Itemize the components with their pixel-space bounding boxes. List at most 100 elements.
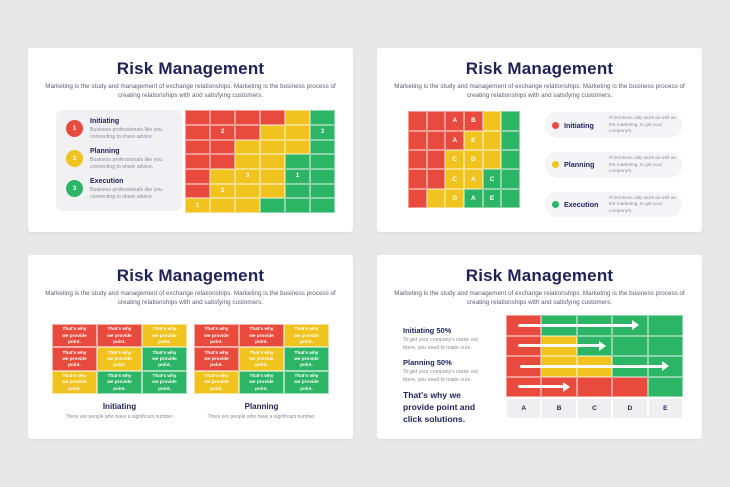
- matrix-cell-red: [426, 111, 446, 131]
- matrix-cell-yellow: That's why we provide point.: [194, 370, 239, 395]
- stat-label-planning: Planning 50%: [403, 358, 452, 368]
- slide-subtitle: Marketing is the study and management of…: [45, 289, 336, 307]
- grid-group-initiating: That's why we provide point. That's why w…: [52, 324, 187, 420]
- legend-item-initiating: 1 Initiating Business professionals like y…: [66, 118, 176, 141]
- matrix-cell-green: [501, 130, 521, 150]
- matrix-cell-yellow: [235, 154, 260, 169]
- matrix-cell-red: [210, 139, 235, 155]
- stat-desc: To get your company's name out there, yo…: [403, 369, 478, 383]
- matrix-cell-yellow: That's why we provide point.: [284, 324, 329, 348]
- slide-subtitle: Marketing is the study and management of…: [45, 82, 336, 100]
- legend-dot: [552, 121, 559, 129]
- legend-dot: [552, 161, 559, 169]
- stat-desc: To get your company's name out there, yo…: [403, 337, 478, 351]
- matrix-cell-red: [408, 111, 427, 131]
- matrix-cell-yellow: [235, 183, 260, 199]
- stats-column: Initiating 50% To get your company's nam…: [403, 315, 493, 425]
- matrix-cell-green: [310, 198, 335, 213]
- legend-pills: Initiating Promotions only work as well a…: [545, 112, 682, 218]
- matrix-cell-red: That's why we provide point.: [52, 324, 97, 348]
- matrix-cell-yellow: 2: [210, 183, 235, 199]
- slide-title: Risk Management: [465, 266, 614, 285]
- matrix-cell-red: A: [445, 111, 465, 131]
- matrix-cell-yellow: [260, 168, 285, 184]
- risk-grid: That's why we provide point. That's why w…: [52, 324, 187, 395]
- slide-title: Risk Management: [465, 59, 614, 78]
- legend-label: Planning: [90, 148, 120, 156]
- matrix-cell-yellow: [210, 168, 235, 184]
- matrix-cell-red: [576, 376, 613, 398]
- slide-card-1[interactable]: Risk Management Marketing is the study a…: [28, 48, 353, 232]
- matrix-cell-red: [185, 168, 210, 184]
- slide-3-content: That's why we provide point. That's why w…: [28, 324, 353, 420]
- matrix-cell-yellow: 1: [185, 198, 210, 213]
- matrix-cell-yellow: That's why we provide point.: [52, 370, 97, 395]
- matrix-cell-yellow: [285, 110, 310, 125]
- matrix-cell-green: [310, 110, 335, 125]
- legend-pill-initiating: Initiating Promotions only work as well a…: [545, 112, 682, 138]
- matrix-cell-red: [185, 139, 210, 155]
- matrix-cell-red: 2: [210, 124, 235, 140]
- legend-pill-execution: Execution Promotions only work as well as…: [545, 191, 682, 218]
- risk-grid: That's why we provide point. That's why w…: [194, 324, 329, 395]
- axis-label-b: B: [542, 399, 576, 419]
- matrix-cell-green: E: [482, 188, 502, 209]
- chart-arrow: [518, 381, 571, 392]
- matrix-cell-yellow: [482, 111, 502, 131]
- matrix-cell-yellow: [285, 124, 310, 140]
- legend-item-planning: 2 Planning Business professionals like you…: [66, 148, 176, 171]
- matrix-cell-yellow: That's why we provide point.: [142, 324, 187, 348]
- grid-heading: Initiating: [102, 402, 137, 412]
- slide-title: Risk Management: [116, 59, 265, 78]
- matrix-cell-green: 1: [285, 168, 310, 184]
- slide-subtitle: Marketing is the study and management of…: [394, 82, 685, 100]
- axis-label-e: E: [648, 399, 682, 419]
- matrix-cell-green: That's why we provide point.: [284, 370, 329, 395]
- matrix-cell-yellow: C: [445, 169, 465, 189]
- matrix-cell-green: [647, 376, 683, 398]
- matrix-cell-red: [408, 169, 427, 189]
- matrix-cell-red: [408, 130, 427, 150]
- legend-number-badge: 3: [66, 180, 83, 198]
- legend-number-badge: 1: [66, 120, 83, 138]
- chart-arrow: [518, 320, 640, 331]
- slide-title: Risk Management: [116, 266, 265, 285]
- matrix-cell-green: [310, 183, 335, 199]
- legend-desc: Business professionals like you connecti…: [90, 126, 163, 140]
- slide-card-4[interactable]: Risk Management Marketing is the study a…: [377, 255, 702, 439]
- matrix-cell-red: [235, 110, 260, 125]
- matrix-cell-green: That's why we provide point.: [142, 347, 187, 371]
- matrix-cell-green: 3: [310, 124, 335, 140]
- matrix-cell-yellow: D: [445, 188, 465, 209]
- slide-card-3[interactable]: Risk Management Marketing is the study a…: [28, 255, 353, 439]
- matrix-cell-yellow: C: [445, 149, 465, 170]
- chart-arrow: [520, 361, 670, 372]
- legend-label: Initiating: [90, 118, 120, 126]
- matrix-cell-red: That's why we provide point.: [239, 324, 284, 348]
- matrix-cell-green: [310, 168, 335, 184]
- legend-desc: Business professionals like you connecti…: [90, 156, 163, 171]
- slide-1-content: 1 Initiating Business professionals like y…: [56, 110, 335, 213]
- matrix-cell-yellow: [285, 139, 310, 155]
- slide-card-2[interactable]: Risk Management Marketing is the study a…: [377, 48, 702, 232]
- matrix-cell-green: [647, 315, 683, 336]
- chart-arrow: [518, 340, 607, 351]
- matrix-cell-green: [285, 198, 310, 213]
- matrix-cell-red: [185, 154, 210, 169]
- slide-subtitle: Marketing is the study and management of…: [394, 289, 685, 307]
- matrix-cell-yellow: [235, 198, 260, 213]
- axis-label-c: C: [577, 399, 612, 419]
- matrix-cell-red: [210, 154, 235, 169]
- matrix-cell-yellow: [260, 139, 285, 155]
- matrix-cell-yellow: [235, 139, 260, 155]
- stat-label-initiating: Initiating 50%: [403, 326, 452, 336]
- matrix-cell-green: A: [464, 188, 483, 209]
- matrix-cell-red: B: [464, 111, 483, 131]
- matrix-cell-green: [285, 183, 310, 199]
